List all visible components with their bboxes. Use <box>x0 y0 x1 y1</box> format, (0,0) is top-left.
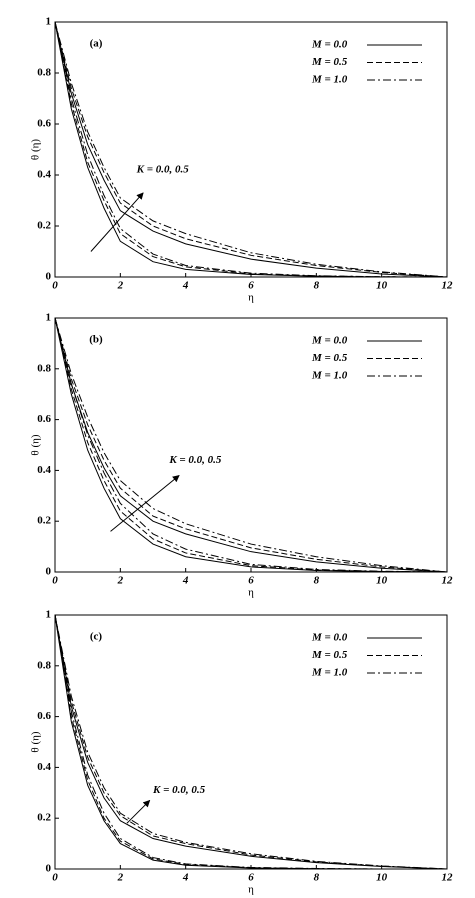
curve <box>54 614 448 870</box>
curve <box>54 614 448 870</box>
x-tick-label: 8 <box>314 872 320 884</box>
y-tick-label: 1 <box>46 609 52 621</box>
x-tick-label: 4 <box>182 280 189 292</box>
legend-label: M = 0.0 <box>311 39 348 51</box>
curve <box>54 21 448 278</box>
curve <box>54 317 448 573</box>
curve <box>54 21 448 278</box>
y-tick-label: 0.2 <box>37 515 51 527</box>
curve <box>54 21 447 278</box>
x-tick-label: 0 <box>52 872 58 884</box>
y-axis-label: θ (η) <box>30 139 42 160</box>
y-axis-label: θ (η) <box>30 434 42 455</box>
curve <box>54 317 448 573</box>
curve <box>54 317 448 573</box>
annotation-arrow <box>90 192 144 252</box>
x-tick-label: 10 <box>376 280 388 292</box>
annotation: K = 0.0, 0.5 <box>152 784 206 796</box>
x-tick-label: 0 <box>52 280 58 292</box>
y-axis-label: θ (η) <box>30 731 42 752</box>
x-tick-label: 6 <box>248 280 254 292</box>
y-tick-label: 0.6 <box>37 118 51 130</box>
y-tick-label: 0 <box>46 271 52 283</box>
curve <box>54 614 447 870</box>
panel-label: (b) <box>89 334 103 346</box>
annotation: K = 0.0, 0.5 <box>168 454 222 466</box>
legend-label: M = 1.0 <box>311 370 348 382</box>
curve <box>54 614 447 870</box>
y-tick-label: 0.8 <box>37 362 51 374</box>
legend-label: M = 1.0 <box>311 667 348 679</box>
curve <box>54 317 448 573</box>
x-tick-label: 2 <box>117 575 124 587</box>
x-tick-label: 6 <box>248 575 254 587</box>
x-axis-label: η <box>248 884 254 896</box>
legend-label: M = 0.5 <box>311 56 348 68</box>
y-tick-label: 0.4 <box>37 464 51 476</box>
panel-label: (c) <box>90 631 103 643</box>
x-tick-label: 4 <box>182 575 189 587</box>
plot-frame <box>54 21 448 278</box>
y-tick-label: 0 <box>46 566 52 578</box>
x-tick-label: 8 <box>314 575 320 587</box>
y-tick-label: 0 <box>46 863 52 875</box>
y-tick-label: 1 <box>46 16 52 28</box>
y-tick-label: 0.6 <box>37 413 51 425</box>
curve <box>54 614 448 870</box>
curve <box>54 21 448 278</box>
curve <box>54 317 448 573</box>
y-tick-label: 0.8 <box>37 659 51 671</box>
x-tick-label: 12 <box>442 872 454 884</box>
y-tick-label: 0.2 <box>37 220 51 232</box>
annotation-arrow <box>126 799 151 824</box>
x-tick-label: 6 <box>248 872 254 884</box>
legend-label: M = 0.0 <box>311 632 348 644</box>
legend-label: M = 1.0 <box>311 74 348 86</box>
x-tick-label: 12 <box>442 575 454 587</box>
legend-label: M = 0.5 <box>311 352 348 364</box>
x-axis-label: η <box>248 587 254 599</box>
x-tick-label: 4 <box>182 872 189 884</box>
legend-label: M = 0.5 <box>311 649 348 661</box>
curve <box>54 21 448 278</box>
x-axis-label: η <box>248 292 254 304</box>
x-tick-label: 2 <box>117 280 124 292</box>
y-tick-label: 1 <box>46 312 52 324</box>
x-tick-label: 10 <box>376 575 388 587</box>
x-tick-label: 12 <box>442 280 454 292</box>
y-tick-label: 0.2 <box>37 812 51 824</box>
x-tick-label: 10 <box>376 872 388 884</box>
curve <box>54 317 448 573</box>
plot-frame <box>54 317 448 573</box>
annotation: K = 0.0, 0.5 <box>136 163 190 175</box>
y-tick-label: 0.8 <box>37 67 51 79</box>
legend-label: M = 0.0 <box>311 335 348 347</box>
y-tick-label: 0.4 <box>37 169 51 181</box>
x-tick-label: 2 <box>117 872 124 884</box>
y-tick-label: 0.6 <box>37 710 51 722</box>
curve <box>54 614 447 870</box>
x-tick-label: 8 <box>314 280 320 292</box>
annotation-arrow <box>110 475 180 532</box>
x-tick-label: 0 <box>52 575 58 587</box>
panel-label: (a) <box>90 38 103 50</box>
plot-frame <box>54 614 448 870</box>
curve <box>54 21 448 278</box>
y-tick-label: 0.4 <box>37 761 51 773</box>
